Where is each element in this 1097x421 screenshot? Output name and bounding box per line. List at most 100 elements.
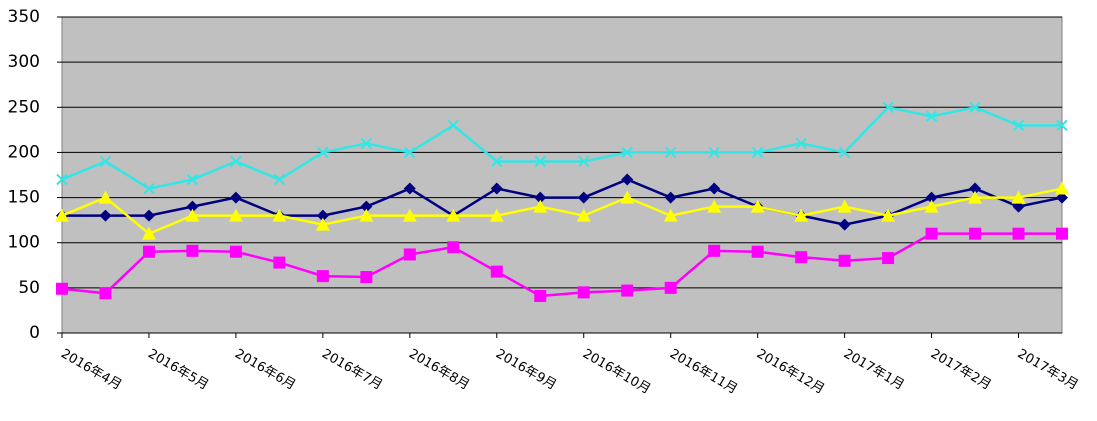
marker: [534, 191, 547, 204]
marker: [621, 146, 633, 159]
marker: [185, 208, 200, 222]
marker: [1012, 227, 1025, 240]
marker: [273, 173, 286, 186]
marker: [360, 200, 373, 213]
marker: [924, 199, 939, 213]
series-line: [61, 187, 1063, 236]
marker: [56, 282, 68, 295]
marker: [838, 146, 851, 159]
marker: [750, 199, 765, 213]
x-tick-label: 2016年5月: [145, 347, 211, 394]
marker: [533, 199, 548, 213]
marker: [969, 182, 982, 195]
marker: [968, 190, 983, 204]
marker: [141, 226, 156, 240]
marker: [316, 209, 329, 222]
x-tick-label: 2016年11月: [667, 347, 740, 398]
marker: [838, 218, 851, 231]
y-tick-label: 150: [8, 188, 40, 208]
marker: [664, 191, 677, 204]
x-tick-label: 2016年8月: [406, 347, 472, 394]
marker: [620, 190, 635, 204]
marker: [315, 217, 330, 231]
marker: [577, 286, 590, 299]
marker: [925, 227, 938, 240]
marker: [1012, 119, 1025, 132]
marker: [1011, 190, 1026, 204]
marker: [838, 254, 851, 267]
marker: [360, 137, 373, 150]
marker: [360, 271, 373, 284]
marker: [1056, 227, 1068, 240]
x-tick-label: 2016年4月: [58, 347, 124, 394]
series-line: [62, 178, 1063, 226]
marker: [403, 182, 416, 195]
y-tick-label: 350: [8, 7, 40, 27]
marker: [664, 146, 677, 159]
marker: [317, 146, 329, 159]
y-tick-label: 250: [8, 97, 40, 117]
marker: [1056, 119, 1068, 132]
x-tick-label: 2017年2月: [928, 347, 994, 394]
marker: [56, 173, 68, 186]
marker: [490, 182, 503, 195]
y-tick-label: 0: [29, 323, 40, 343]
marker: [404, 146, 416, 159]
marker: [98, 190, 113, 204]
marker: [142, 209, 155, 222]
marker: [402, 208, 417, 222]
marker: [837, 199, 852, 213]
marker: [228, 208, 243, 222]
x-tick-label: 2016年6月: [232, 347, 298, 394]
x-tick-label: 2016年10月: [580, 347, 653, 398]
marker: [751, 245, 764, 258]
marker: [230, 155, 242, 168]
marker: [273, 256, 286, 269]
marker: [621, 284, 634, 297]
marker: [578, 155, 590, 168]
y-tick-label: 50: [18, 278, 40, 298]
marker: [99, 287, 112, 300]
x-tick-label: 2017年1月: [841, 347, 907, 394]
marker: [1056, 191, 1068, 204]
marker: [882, 252, 895, 265]
marker: [925, 110, 938, 123]
marker: [99, 209, 112, 222]
x-tick-label: 2016年9月: [493, 347, 559, 394]
marker: [316, 270, 329, 283]
marker: [795, 251, 808, 264]
marker: [795, 137, 807, 150]
marker: [229, 191, 242, 204]
marker: [663, 208, 678, 222]
marker: [186, 200, 199, 213]
series-line: [61, 105, 1062, 190]
y-tick-label: 300: [8, 52, 40, 72]
marker: [881, 208, 896, 222]
x-tick-label: 2017年3月: [1015, 347, 1081, 394]
marker: [751, 146, 764, 159]
marker: [621, 173, 634, 186]
marker: [577, 191, 590, 204]
marker: [707, 199, 722, 213]
marker: [708, 182, 721, 195]
marker: [186, 244, 199, 257]
marker: [229, 245, 242, 258]
x-tick-label: 2016年12月: [754, 347, 827, 398]
marker: [447, 119, 460, 132]
marker: [272, 208, 287, 222]
marker: [490, 265, 503, 278]
marker: [55, 208, 69, 222]
marker: [708, 244, 721, 257]
marker: [794, 208, 809, 222]
plot-area: [61, 16, 1063, 334]
marker: [534, 289, 547, 302]
marker: [969, 101, 981, 113]
x-tick-label: 2016年7月: [319, 347, 385, 394]
marker: [489, 208, 504, 222]
marker: [708, 146, 720, 159]
marker: [534, 155, 546, 168]
marker: [925, 191, 938, 204]
marker: [1012, 200, 1025, 213]
marker: [969, 227, 982, 240]
marker: [1055, 181, 1069, 195]
